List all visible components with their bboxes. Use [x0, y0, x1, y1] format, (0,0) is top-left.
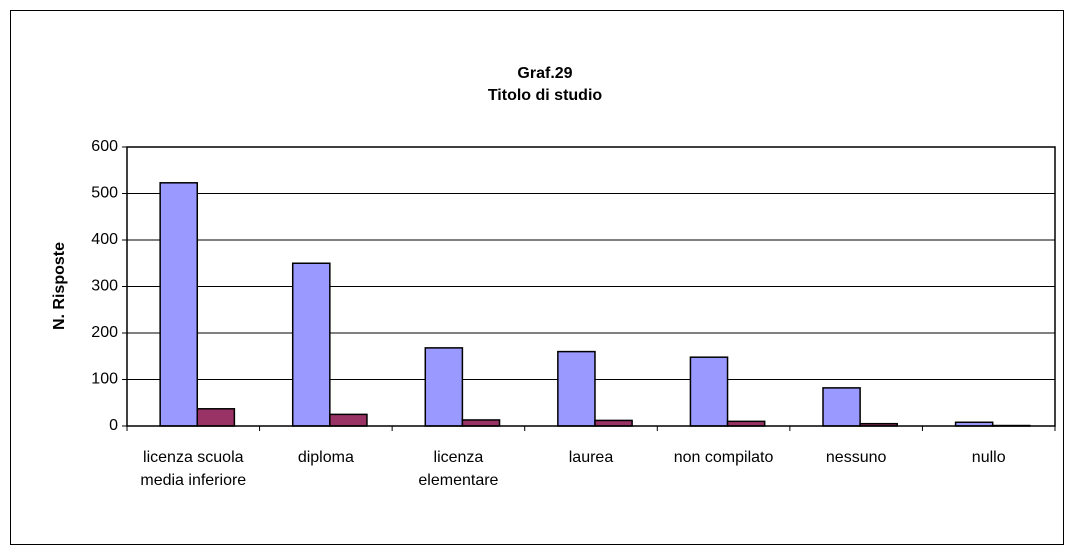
x-tick-label: nessuno	[825, 449, 887, 466]
bar	[594, 419, 633, 427]
x-tick-label: licenza elementare	[418, 449, 499, 489]
x-tick-label: diploma	[297, 449, 354, 466]
chart-subtitle: Titolo di studio	[488, 87, 603, 104]
y-tick-label: 300	[91, 278, 118, 295]
y-axis-label: N. Risposte	[51, 242, 68, 330]
y-tick-label: 200	[91, 324, 118, 341]
bar	[461, 419, 501, 427]
bar	[159, 182, 199, 427]
bar	[689, 356, 729, 427]
bar	[291, 262, 331, 427]
x-tick-label: laurea	[568, 449, 614, 466]
x-tick-label: nullo	[971, 449, 1006, 466]
chart-title: Graf.29	[517, 65, 572, 82]
plot-border	[126, 146, 1056, 427]
bar	[329, 413, 368, 427]
y-tick-label: 500	[91, 185, 118, 202]
bar	[822, 387, 861, 427]
x-tick-label: licenza scuola media inferiore	[140, 449, 247, 489]
bar	[557, 350, 596, 427]
y-tick-label: 0	[109, 417, 118, 434]
x-tick-label: non compilato	[673, 449, 774, 466]
y-tick-label: 600	[91, 138, 118, 155]
bar	[424, 347, 464, 427]
y-tick-label: 400	[91, 231, 118, 248]
y-tick-label: 100	[91, 371, 118, 388]
bar	[196, 408, 236, 427]
